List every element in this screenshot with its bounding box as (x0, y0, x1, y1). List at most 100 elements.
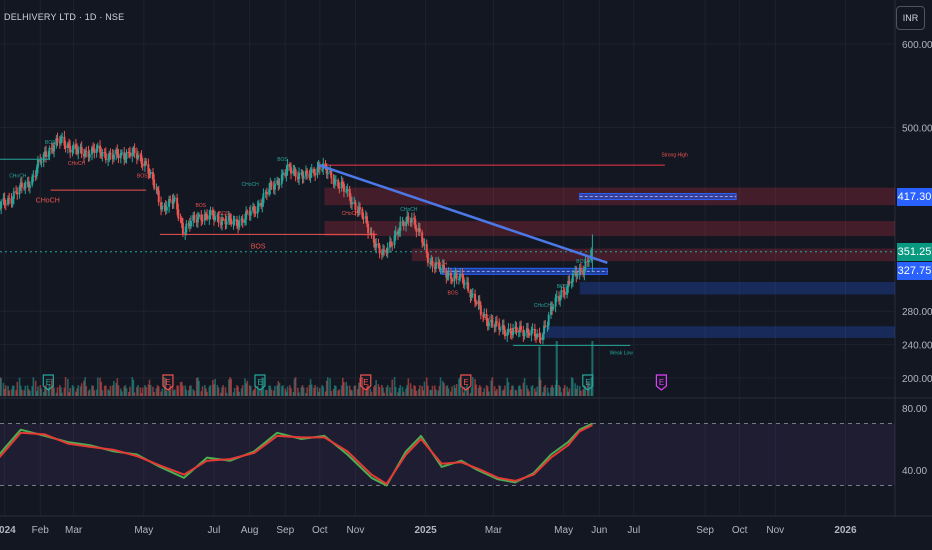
time-axis-label: Jul (208, 525, 221, 536)
volume-bar (208, 386, 211, 396)
candle-body (20, 182, 23, 188)
volume-bar (286, 386, 289, 396)
volume-bar (389, 387, 391, 396)
currency-button[interactable]: INR (896, 6, 925, 30)
candle-body (124, 158, 127, 160)
candle-body (487, 322, 490, 327)
volume-bar (59, 385, 61, 396)
candle-body (334, 180, 337, 182)
volume-bar (192, 389, 195, 396)
volume-bar (221, 387, 223, 396)
candle-body (4, 204, 7, 206)
volume-bar (512, 385, 514, 396)
volume-bar (177, 385, 180, 396)
volume-bar (27, 389, 30, 396)
candle-body (85, 150, 88, 152)
candle-body (235, 219, 238, 226)
volume-bar (394, 386, 397, 396)
volume-bar (447, 388, 450, 396)
candle-body (165, 206, 168, 211)
candle-body (340, 181, 343, 188)
candle-body (485, 313, 488, 321)
volume-bar (373, 386, 375, 396)
volume-bar (493, 386, 496, 396)
candle-body (225, 221, 228, 225)
candle-body (566, 287, 569, 295)
candle-body (211, 210, 214, 215)
candle-body (383, 249, 386, 251)
volume-bar (427, 385, 429, 396)
candle-body (402, 221, 405, 227)
candle-body (457, 278, 460, 280)
volume-bar (121, 391, 123, 396)
volume-bar (147, 384, 150, 396)
volume-bar (338, 389, 341, 396)
candle-body (415, 228, 418, 232)
candle-body (292, 170, 295, 174)
volume-bar (252, 390, 254, 396)
candle-body (56, 138, 59, 142)
candle-body (240, 218, 243, 221)
candle-body (463, 283, 466, 285)
candle-body (127, 151, 130, 153)
volume-bar (188, 385, 191, 396)
candle-body (79, 146, 82, 149)
candle-body (53, 145, 56, 152)
volume-bar (515, 390, 518, 396)
volume-bar (550, 387, 552, 396)
volume-bar (580, 390, 582, 396)
volume-bar (11, 385, 14, 396)
volume-spike (591, 341, 594, 396)
volume-bar (578, 386, 581, 396)
volume-bar (39, 385, 42, 396)
volume-bar (241, 385, 244, 396)
candle-body (526, 328, 529, 333)
volume-bar (282, 385, 284, 396)
candle-body (87, 151, 90, 158)
candle-body (294, 169, 297, 177)
candle-body (143, 161, 146, 167)
volume-bar (466, 385, 468, 396)
volume-bar (148, 379, 151, 396)
volume-bar (56, 387, 59, 396)
rsi-series-line (0, 424, 593, 485)
volume-bar (302, 387, 305, 396)
volume-bar (213, 384, 215, 396)
volume-bar (551, 385, 553, 396)
candle-body (204, 213, 207, 215)
volume-bar (536, 386, 538, 396)
candle-body (375, 243, 378, 248)
volume-bar (442, 381, 444, 396)
volume-bar (406, 385, 408, 396)
candle-body (245, 211, 248, 220)
volume-bar (539, 379, 542, 396)
earnings-flag-icon (360, 374, 372, 391)
candle-body (200, 214, 203, 221)
symbol-title[interactable]: DELHIVERY LTD · 1D · NSE (4, 12, 125, 22)
candle-body (222, 218, 225, 220)
volume-bar (354, 385, 357, 396)
candle-body (80, 146, 83, 155)
volume-bar (153, 392, 155, 396)
candle-body (533, 328, 536, 337)
volume-bar (293, 378, 296, 396)
candle-body (571, 273, 574, 283)
earnings-flag-icon (162, 374, 174, 391)
candle-body (498, 322, 501, 330)
candle-body (196, 216, 199, 223)
candle-body (111, 154, 114, 160)
candle-body (469, 290, 472, 298)
candle-body (104, 153, 107, 161)
price-axis-label: 500.00 (902, 124, 932, 135)
volume-bar (260, 389, 262, 396)
structure-label-bos: BOS (251, 244, 266, 251)
candle-body (71, 149, 74, 153)
volume-bar (132, 379, 135, 396)
volume-bar (563, 385, 566, 396)
candle-body (116, 149, 119, 155)
candle-body (19, 182, 22, 188)
structure-label-bos: BOS (45, 140, 56, 146)
volume-bar (381, 385, 383, 396)
candle-body (410, 218, 413, 223)
